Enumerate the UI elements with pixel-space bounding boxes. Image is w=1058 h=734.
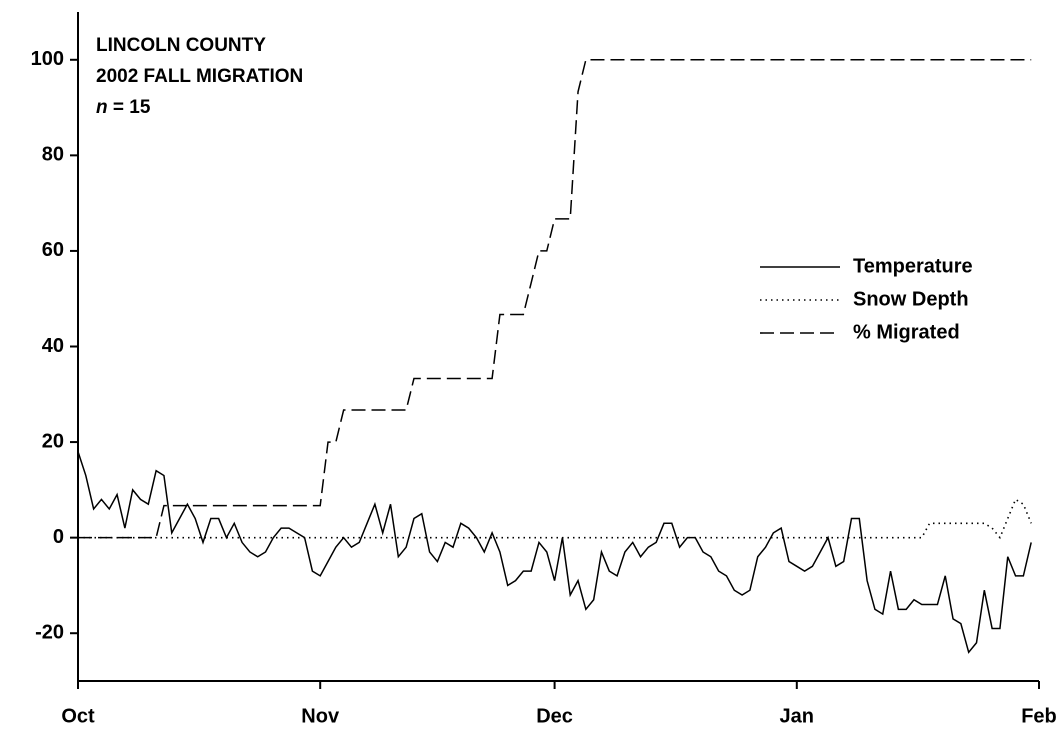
x-tick-label: Oct xyxy=(61,705,95,727)
x-tick-label: Nov xyxy=(301,705,340,727)
y-tick-label: 40 xyxy=(42,335,64,357)
y-tick-label: 80 xyxy=(42,144,64,166)
legend-label: % Migrated xyxy=(853,321,960,343)
y-tick-label: 20 xyxy=(42,430,64,452)
y-tick-label: 60 xyxy=(42,239,64,261)
title-line: 2002 FALL MIGRATION xyxy=(96,66,303,87)
sample-symbol: n xyxy=(96,97,108,118)
legend-label: Snow Depth xyxy=(853,288,969,310)
sample-size: n = 15 xyxy=(96,97,151,118)
series-line xyxy=(77,451,1032,654)
x-tick-label: Feb xyxy=(1021,705,1057,727)
series-line xyxy=(78,59,1032,539)
y-tick-label: 0 xyxy=(53,526,64,548)
y-tick-label: 100 xyxy=(31,48,64,70)
sample-text: = 15 xyxy=(113,97,151,118)
title-line: LINCOLN COUNTY xyxy=(96,35,266,56)
legend-label: Temperature xyxy=(853,255,973,277)
x-tick-label: Jan xyxy=(780,705,814,727)
x-tick-label: Dec xyxy=(536,705,573,727)
y-tick-label: -20 xyxy=(35,621,64,643)
